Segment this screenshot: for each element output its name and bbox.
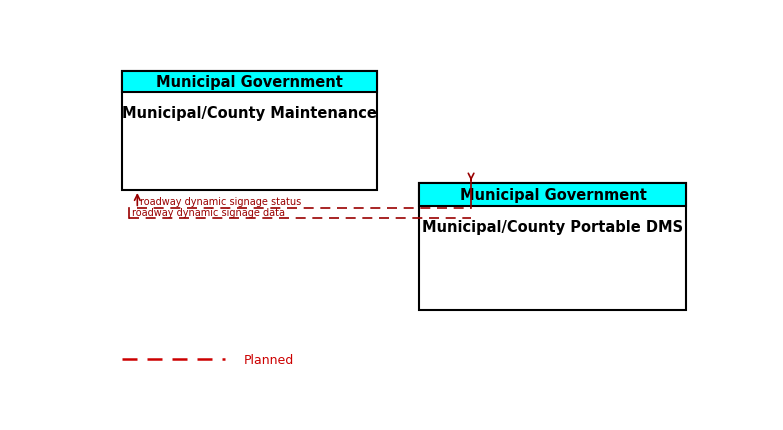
Text: Municipal Government: Municipal Government xyxy=(156,75,343,90)
Text: Planned: Planned xyxy=(244,353,294,366)
Text: Municipal Government: Municipal Government xyxy=(460,188,647,203)
Bar xyxy=(122,71,377,93)
Bar xyxy=(420,184,687,310)
Bar xyxy=(122,71,377,190)
Text: roadway dynamic signage data: roadway dynamic signage data xyxy=(132,207,286,217)
Text: Municipal/County Portable DMS: Municipal/County Portable DMS xyxy=(423,220,684,235)
Bar xyxy=(420,184,687,207)
Text: Municipal/County Maintenance: Municipal/County Maintenance xyxy=(122,106,377,121)
Text: roadway dynamic signage status: roadway dynamic signage status xyxy=(140,197,301,207)
